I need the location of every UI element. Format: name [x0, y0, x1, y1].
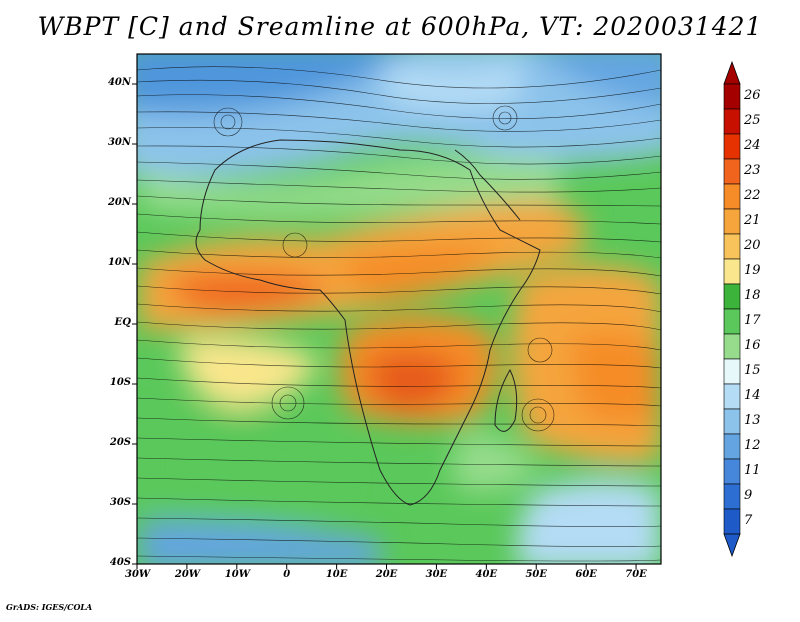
- colorbar-label: 26: [744, 87, 761, 103]
- colorbar-swatch: [723, 308, 741, 335]
- axis-ticks: [132, 83, 637, 569]
- colorbar-label: 9: [744, 487, 753, 503]
- colorbar-swatch: [723, 408, 741, 435]
- lon-tick-label: 50E: [525, 569, 547, 580]
- colorbar-label: 13: [744, 412, 761, 428]
- colorbar-swatch: [723, 158, 741, 185]
- colorbar-label: 15: [744, 362, 761, 378]
- colorbar-swatch: [723, 283, 741, 310]
- wbpt-shading: [137, 54, 661, 564]
- colorbar-swatch: [723, 458, 741, 485]
- colorbar-swatch: [723, 358, 741, 385]
- colorbar-swatch: [723, 383, 741, 410]
- colorbar: [723, 60, 741, 558]
- colorbar-label: 22: [744, 187, 761, 203]
- credit-text: GrADS: IGES/COLA: [6, 602, 93, 612]
- colorbar-swatch: [723, 333, 741, 360]
- colorbar-label: 12: [744, 437, 761, 453]
- colorbar-swatch: [723, 208, 741, 235]
- colorbar-swatch: [723, 508, 741, 535]
- colorbar-label: 17: [744, 312, 761, 328]
- lon-tick-label: 20W: [174, 569, 201, 580]
- lat-tick-label: 30N: [107, 137, 131, 148]
- colorbar-label: 23: [744, 162, 761, 178]
- lon-tick-label: 30E: [425, 569, 448, 580]
- colorbar-swatch: [723, 108, 741, 135]
- lat-tick-label: EQ: [114, 317, 131, 328]
- lon-tick-label: 10E: [325, 569, 348, 580]
- colorbar-swatch: [723, 83, 741, 110]
- streamlines: [137, 66, 661, 562]
- lon-tick-label: 10W: [224, 569, 250, 580]
- colorbar-label: 7: [744, 512, 753, 528]
- lon-tick-label: 40E: [475, 569, 498, 580]
- colorbar-swatch: [723, 233, 741, 260]
- colorbar-label: 18: [744, 287, 761, 303]
- colorbar-label: 20: [744, 237, 761, 253]
- lat-tick-label: 40S: [109, 557, 131, 568]
- colorbar-label: 16: [744, 337, 761, 353]
- lat-tick-label: 20N: [107, 197, 131, 208]
- colorbar-swatch: [723, 483, 741, 510]
- colorbar-label: 19: [744, 262, 761, 278]
- lon-tick-label: 0: [283, 569, 291, 580]
- colorbar-label: 14: [744, 387, 761, 403]
- lon-tick-label: 20E: [375, 569, 398, 580]
- coastlines: [195, 139, 541, 506]
- chart-title: WBPT [C] and Sreamline at 600hPa, VT: 20…: [37, 12, 763, 41]
- map-frame: [136, 53, 662, 565]
- colorbar-swatch: [723, 133, 741, 160]
- lon-tick-label: 70E: [625, 569, 647, 580]
- colorbar-top-arrow: [723, 60, 741, 85]
- lon-tick-label: 60E: [575, 569, 597, 580]
- colorbar-swatch: [723, 183, 741, 210]
- lon-tick-label: 30W: [125, 569, 151, 580]
- colorbar-swatch: [723, 258, 741, 285]
- colorbar-bottom-arrow: [723, 533, 741, 558]
- colorbar-label: 11: [744, 462, 761, 478]
- lat-tick-label: 40N: [107, 77, 131, 88]
- lat-tick-label: 20S: [109, 437, 131, 448]
- colorbar-label: 21: [744, 212, 761, 228]
- lat-tick-label: 30S: [109, 497, 131, 508]
- colorbar-swatch: [723, 433, 741, 460]
- colorbar-label: 25: [744, 112, 761, 128]
- colorbar-label: 24: [744, 137, 761, 153]
- lat-tick-label: 10N: [107, 257, 131, 268]
- lat-tick-label: 10S: [109, 377, 131, 388]
